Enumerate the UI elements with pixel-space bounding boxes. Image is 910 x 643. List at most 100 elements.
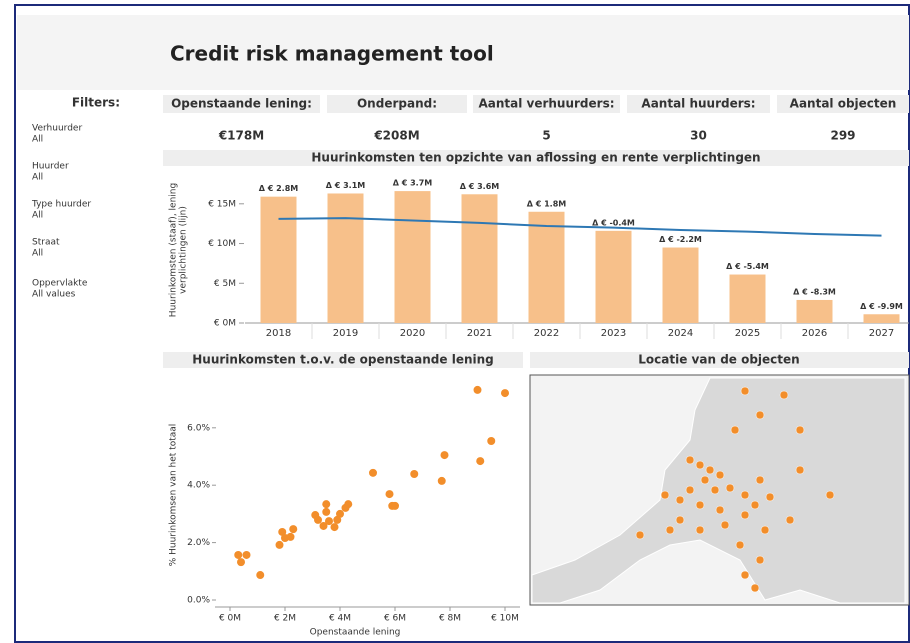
- delta-label: Δ € -2.2M: [659, 235, 702, 244]
- filter-value: All: [32, 173, 43, 183]
- delta-label: Δ € -5.4M: [726, 262, 769, 271]
- x-tick-label: 2019: [333, 328, 358, 339]
- kpi-header: [777, 95, 909, 113]
- kpi-value: €178M: [218, 129, 264, 143]
- filter-label: Verhuurder: [32, 124, 82, 134]
- kpis: Openstaande lening: €178M Onderpand: €208M A…: [163, 95, 909, 143]
- map-header: [530, 352, 909, 368]
- filter-label: Huurder: [32, 162, 69, 172]
- y-tick-label: 0.0%: [187, 596, 210, 606]
- y-tick-label: € 0M: [214, 319, 236, 329]
- y-axis-label: Huurinkomsten (staaf), lening: [169, 183, 179, 317]
- bar: [729, 274, 766, 323]
- point: [314, 515, 322, 524]
- x-tick-label: 2024: [668, 328, 693, 339]
- bar: [796, 299, 833, 323]
- kpi-value: 5: [542, 129, 550, 143]
- y-tick-label: 2.0%: [187, 538, 210, 548]
- map-title: Locatie van de objecten: [638, 353, 799, 367]
- page-title: Credit risk management tool: [170, 42, 494, 66]
- scatter-chart: Huurinkomsten t.o.v. de openstaande leni…: [163, 352, 523, 638]
- bar: [327, 193, 364, 323]
- bar-chart: Huurinkomsten ten opzichte van aflossing…: [163, 150, 909, 339]
- kpi-label: Aantal objecten: [790, 97, 897, 111]
- kpi-label: Aantal huurders:: [641, 97, 755, 111]
- delta-label: Δ € -0.4M: [592, 218, 635, 227]
- kpi-header: [163, 95, 320, 113]
- x-tick-label: 2027: [869, 328, 894, 339]
- point: [289, 525, 298, 534]
- point: [501, 389, 509, 398]
- filters-title: Filters:: [72, 96, 120, 110]
- delta-label: Δ € 3.6M: [460, 182, 500, 191]
- filter-label: Type huurder: [31, 200, 91, 210]
- filter-value: All: [32, 135, 43, 145]
- y-tick-label: 6.0%: [187, 423, 210, 433]
- kpi-value: €208M: [373, 129, 419, 143]
- point: [391, 501, 399, 510]
- point: [322, 507, 331, 516]
- x-tick-label: € 8M: [439, 614, 461, 624]
- filter-value: All values: [32, 290, 76, 300]
- line: [278, 217, 882, 237]
- bar: [662, 247, 699, 323]
- bar: [394, 191, 431, 323]
- x-tick-label: 2025: [735, 328, 760, 339]
- x-tick-label: € 10M: [491, 614, 519, 624]
- y-tick-label: € 15M: [208, 199, 236, 209]
- chart-header: [163, 352, 523, 368]
- kpi-value: 30: [690, 129, 707, 143]
- kpi-label: Onderpand:: [357, 97, 437, 111]
- title-band: [17, 15, 909, 90]
- bar: [260, 196, 297, 323]
- point: [286, 532, 295, 541]
- point: [278, 527, 287, 536]
- chart-header: [163, 150, 909, 166]
- point: [473, 385, 482, 394]
- point: [322, 500, 331, 509]
- x-tick-label: 2021: [467, 328, 492, 339]
- bar: [461, 194, 498, 323]
- delta-label: Δ € 1.8M: [527, 199, 567, 208]
- y-axis-label: verplichtingen (lijn): [179, 206, 189, 294]
- chart-title: Huurinkomsten t.o.v. de openstaande leni…: [192, 353, 494, 367]
- filter-value: All: [32, 211, 43, 221]
- point: [325, 517, 333, 526]
- filter-value: All: [32, 249, 43, 259]
- x-tick-label: 2018: [266, 328, 291, 339]
- delta-label: Δ € 3.1M: [326, 181, 366, 190]
- x-tick-label: 2026: [802, 328, 827, 339]
- bar: [595, 230, 632, 323]
- x-tick-label: 2022: [534, 328, 559, 339]
- y-axis-label: % Huurinkomsen van het totaal: [169, 424, 179, 567]
- point: [344, 500, 353, 509]
- kpi-header: [327, 95, 467, 113]
- y-tick-label: 4.0%: [187, 481, 210, 491]
- point: [319, 521, 328, 530]
- x-tick-label: € 6M: [384, 614, 406, 624]
- bar: [528, 211, 565, 323]
- kpi-header: [473, 95, 620, 113]
- point: [440, 451, 449, 460]
- chart-title: Huurinkomsten ten opzichte van aflossing…: [311, 151, 760, 165]
- point: [275, 540, 284, 549]
- point: [333, 515, 342, 524]
- x-tick-label: € 2M: [274, 614, 296, 624]
- y-tick-label: € 10M: [208, 239, 236, 249]
- point: [369, 468, 377, 477]
- x-tick-label: € 4M: [329, 614, 351, 624]
- filter-label: Oppervlakte: [32, 279, 88, 289]
- delta-label: Δ € 3.7M: [393, 179, 433, 188]
- delta-label: Δ € -9.9M: [860, 302, 903, 311]
- point: [242, 550, 251, 559]
- filter-label: Straat: [32, 238, 60, 248]
- y-tick-label: € 5M: [214, 279, 236, 289]
- point: [330, 523, 339, 532]
- x-tick-label: € 0M: [219, 614, 241, 624]
- point: [336, 509, 344, 518]
- kpi-value: 299: [830, 129, 855, 143]
- point: [256, 571, 265, 580]
- map: Locatie van de objecten: [529, 352, 910, 606]
